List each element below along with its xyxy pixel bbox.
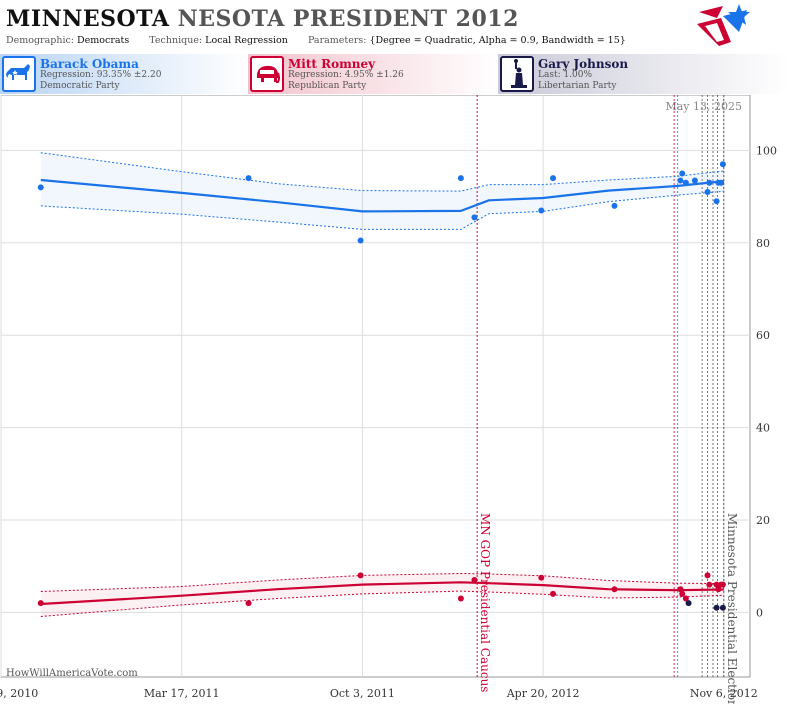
data-point (704, 189, 711, 195)
title-rest: NESOTA PRESIDENT 2012 (177, 6, 519, 32)
date-stamp: May 13, 2025 (665, 100, 742, 113)
data-point (471, 214, 478, 221)
confidence-band (40, 152, 724, 230)
donkey-icon (2, 56, 36, 92)
x-tick-label: Apr 20, 2012 (506, 687, 580, 700)
x-tick-label: Aug 29, 2010 (0, 687, 38, 700)
x-tick-label: Mar 17, 2011 (144, 687, 220, 700)
data-point (685, 600, 692, 607)
data-point (691, 177, 698, 184)
candidate-party: Republican Party (288, 81, 367, 91)
candidate-name: Mitt Romney (288, 57, 376, 71)
parameters-label: Parameters: (307, 35, 367, 46)
y-tick-label: 20 (756, 514, 770, 527)
header: MINNESOTA NESOTA PRESIDENT 2012 Demograp… (0, 0, 789, 54)
data-point (713, 604, 720, 611)
confidence-lower (40, 190, 724, 230)
candidate-regression: Regression: 93.35% ±2.20 (40, 70, 162, 80)
data-point (538, 574, 545, 581)
demographic-value: Democrats (77, 35, 130, 46)
data-point (682, 595, 689, 602)
data-point (471, 577, 478, 583)
data-point (713, 198, 720, 205)
data-point (706, 179, 713, 186)
title-state: MINNESOTA (6, 6, 170, 32)
candidate-last: Last: 1.00% (538, 70, 593, 80)
parameters-value: {Degree = Quadratic, Alpha = 0.9, Bandwi… (369, 35, 626, 46)
confidence-upper (40, 152, 724, 192)
site-credit[interactable]: HowWillAmericaVote.com (6, 668, 138, 679)
data-point (715, 586, 722, 593)
candidate-card-johnson[interactable]: Gary Johnson Last: 1.00% Libertarian Par… (498, 54, 789, 94)
candidate-party: Libertarian Party (538, 81, 617, 91)
data-point (37, 184, 44, 191)
candidate-name: Gary Johnson (538, 57, 629, 71)
data-point (538, 207, 545, 214)
y-tick-label: 80 (756, 237, 770, 250)
liberty-statue-icon (500, 56, 534, 92)
data-point (457, 595, 464, 602)
confidence-upper (40, 572, 724, 592)
data-point (457, 175, 464, 182)
candidate-name: Barack Obama (40, 57, 139, 71)
data-point (245, 175, 252, 182)
annotation-label: Minnesota Presidential Election (725, 513, 739, 704)
data-point (718, 179, 725, 186)
technique-value: Local Regression (205, 35, 288, 46)
data-point (245, 600, 252, 607)
candidate-bar-background (0, 54, 789, 94)
y-tick-label: 0 (756, 606, 763, 619)
data-point (37, 600, 44, 607)
annotation-label: MN GOP Presidential Caucus (478, 513, 492, 692)
data-point (719, 581, 726, 588)
y-tick-label: 60 (756, 329, 770, 342)
data-point (611, 586, 618, 593)
x-tick-label: Nov 6, 2012 (690, 687, 758, 700)
trend-line (40, 178, 724, 213)
elephant-icon (250, 56, 284, 92)
x-tick-label: Oct 3, 2011 (330, 687, 395, 700)
candidate-card-obama[interactable]: Barack Obama Regression: 93.35% ±2.20 De… (0, 54, 248, 94)
data-point (611, 202, 618, 209)
demographic-label: Demographic: (6, 35, 75, 46)
page-title: MINNESOTA NESOTA PRESIDENT 2012 (6, 6, 519, 32)
technique-label: Technique: (149, 35, 203, 46)
data-point (550, 175, 557, 182)
data-point (713, 581, 720, 588)
data-point (719, 604, 726, 611)
candidate-bar: Barack Obama Regression: 93.35% ±2.20 De… (0, 54, 789, 94)
poll-chart: 0 20 40 60 80 100 Aug 29, 2010 Mar 17, 2011 Oct … (0, 95, 777, 704)
data-point (679, 590, 686, 597)
data-point (357, 572, 364, 579)
data-point (677, 586, 684, 593)
data-point (704, 572, 711, 579)
confidence-band (40, 573, 724, 617)
confidence-lower (40, 590, 724, 617)
site-logo-icon[interactable] (695, 2, 751, 50)
data-point (682, 179, 689, 186)
data-point (550, 590, 557, 597)
data-point (677, 177, 684, 184)
data-point (706, 581, 713, 588)
subtitle: Demographic: Democrats Technique: Local … (6, 35, 626, 46)
y-tick-label: 100 (756, 144, 777, 157)
data-point (719, 161, 726, 168)
data-point (357, 237, 364, 244)
candidate-card-romney[interactable]: Mitt Romney Regression: 4.95% ±1.26 Repu… (248, 54, 498, 94)
data-point (679, 170, 686, 177)
candidate-party: Democratic Party (40, 81, 120, 91)
candidate-regression: Regression: 4.95% ±1.26 (288, 70, 404, 80)
y-tick-label: 40 (756, 422, 770, 435)
